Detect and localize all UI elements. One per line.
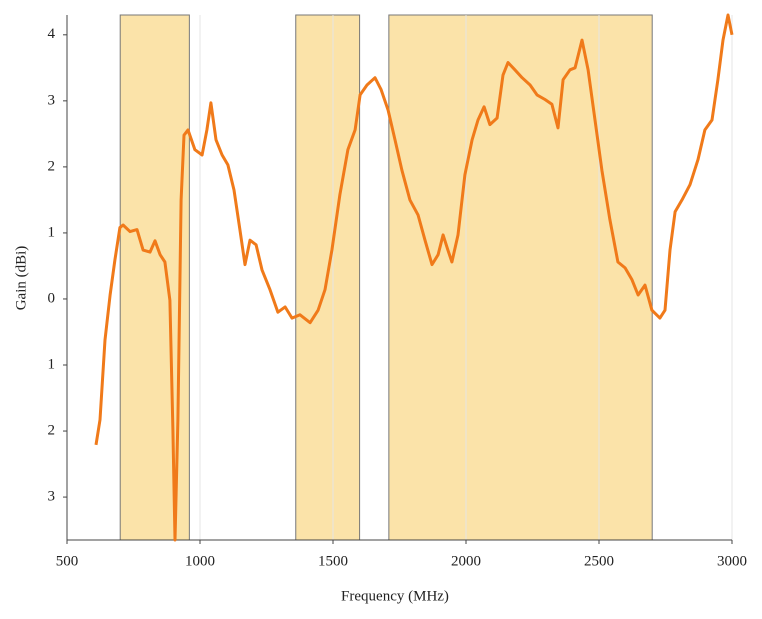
y-tick-label: 2 (48, 422, 56, 438)
y-tick-label: 0 (48, 290, 56, 306)
x-tick-label: 500 (56, 553, 79, 569)
y-tick-label: 3 (48, 92, 56, 108)
y-tick-label: 4 (48, 26, 56, 42)
x-tick-label: 1500 (318, 553, 348, 569)
x-axis-label: Frequency (MHz) (341, 588, 449, 604)
x-tick-label: 2000 (451, 553, 481, 569)
y-tick-label: 1 (48, 224, 56, 240)
x-tick-label: 3000 (717, 553, 747, 569)
line (94, 13, 734, 542)
x-tick-label: 1000 (185, 553, 215, 569)
y-tick-label: 3 (48, 489, 56, 505)
band (388, 14, 653, 541)
y-axis-label: Gain (dBi) (13, 246, 29, 311)
x-tick-label: 2500 (584, 553, 614, 569)
y-tick-label: 1 (48, 356, 56, 372)
y-tick-label: 2 (48, 158, 56, 174)
